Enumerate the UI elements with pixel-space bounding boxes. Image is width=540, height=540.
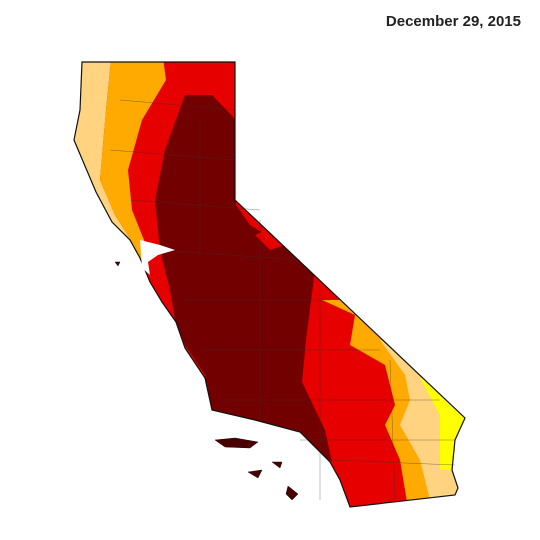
map-date: December 29, 2015 [386,13,521,30]
extreme-exceptional-drought [155,95,332,462]
moderate-drought [100,62,166,262]
bay-water [140,240,175,275]
county-lines [109,99,456,501]
red-patch [255,228,285,250]
abnormally-dry [74,62,140,265]
islands [114,261,299,501]
dry-east [420,378,465,470]
